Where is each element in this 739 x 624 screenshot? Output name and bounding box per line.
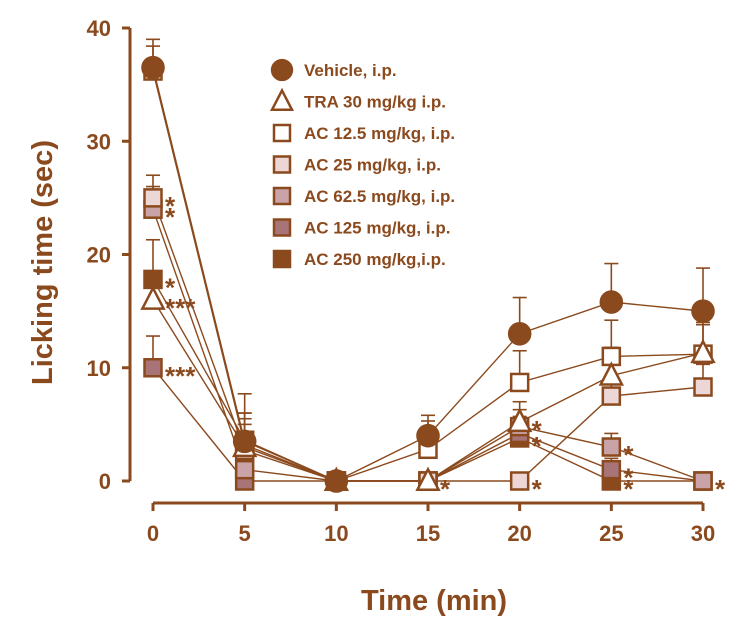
significance-marker: *	[165, 191, 176, 221]
data-point	[691, 299, 715, 323]
significance-marker: *	[532, 431, 543, 461]
significance-layer: *****************	[165, 191, 726, 504]
significance-marker: ***	[165, 293, 196, 323]
x-tick-label: 15	[416, 521, 440, 546]
legend-label: AC 62.5 mg/kg, i.p.	[304, 187, 455, 206]
y-tick-label: 0	[99, 469, 111, 494]
legend-item: AC 12.5 mg/kg, i.p.	[272, 123, 455, 143]
data-point	[601, 437, 622, 457]
y-tick-label: 20	[87, 243, 111, 268]
data-point	[415, 466, 441, 492]
significance-marker: *	[623, 440, 634, 470]
significance-marker: *	[440, 474, 451, 504]
data-point	[143, 188, 163, 208]
legend-marker	[272, 123, 292, 143]
data-point	[141, 55, 165, 80]
x-tick-label: 30	[691, 521, 715, 546]
significance-marker: ***	[165, 361, 196, 391]
significance-marker: *	[165, 272, 176, 302]
data-point	[509, 471, 530, 491]
data-point	[690, 338, 716, 364]
significance-marker: *	[165, 202, 176, 232]
legend-item: AC 125 mg/kg, i.p.	[272, 218, 450, 238]
legend-label: AC 125 mg/kg, i.p.	[304, 219, 450, 238]
legend-marker	[270, 58, 294, 82]
legend-item: AC 25 mg/kg, i.p.	[272, 155, 441, 175]
data-point	[598, 361, 625, 386]
data-point	[232, 429, 257, 454]
legend-label: Vehicle, i.p.	[304, 61, 397, 80]
legend-marker	[269, 87, 295, 112]
legend-label: TRA 30 mg/kg i.p.	[304, 93, 446, 112]
data-point	[506, 407, 533, 433]
y-tick-label: 40	[87, 16, 111, 41]
legend-label: AC 12.5 mg/kg, i.p.	[304, 124, 455, 143]
significance-marker: *	[532, 474, 543, 504]
legend-item: AC 62.5 mg/kg, i.p.	[272, 186, 455, 206]
legend-label: AC 250 mg/kg,i.p.	[304, 250, 446, 269]
x-tick-label: 20	[507, 521, 531, 546]
legend-marker	[272, 249, 292, 269]
x-tick-label: 10	[324, 521, 348, 546]
legend-item: TRA 30 mg/kg i.p.	[269, 87, 446, 112]
legend-marker	[272, 218, 292, 237]
series-layer: *****************	[140, 38, 726, 504]
x-tick-label: 25	[599, 521, 623, 546]
y-axis-title: Licking time (sec)	[27, 140, 59, 385]
data-point	[416, 423, 440, 448]
data-point	[143, 358, 163, 378]
data-point	[324, 469, 349, 493]
data-point	[599, 290, 624, 314]
data-point	[601, 386, 622, 406]
significance-marker: *	[623, 463, 634, 493]
significance-marker: *	[715, 474, 726, 504]
data-point	[140, 285, 166, 310]
data-point	[693, 377, 713, 397]
x-tick-label: 0	[147, 521, 159, 546]
legend-marker	[272, 186, 292, 206]
legend-item: Vehicle, i.p.	[270, 58, 397, 82]
x-axis-title: Time (min)	[361, 585, 507, 617]
x-tick-label: 5	[239, 521, 251, 546]
axes: 0 10 20 30 40 0 5 10 15 20 25 30	[87, 16, 716, 546]
legend-label: AC 25 mg/kg, i.p.	[304, 156, 441, 175]
significance-marker: *	[532, 415, 543, 445]
data-point	[601, 459, 622, 480]
legend-item: AC 250 mg/kg,i.p.	[272, 249, 446, 269]
y-tick-label: 30	[87, 129, 111, 154]
data-point	[509, 372, 530, 393]
legend: Vehicle, i.p. TRA 30 mg/kg i.p. AC 12.5 mg…	[269, 58, 455, 269]
data-point	[234, 459, 255, 480]
series-markers-0	[141, 55, 715, 493]
y-tick-label: 10	[87, 356, 111, 381]
data-point	[693, 471, 713, 491]
data-point	[507, 321, 532, 346]
significance-marker: *	[623, 474, 634, 504]
legend-marker	[272, 155, 292, 174]
